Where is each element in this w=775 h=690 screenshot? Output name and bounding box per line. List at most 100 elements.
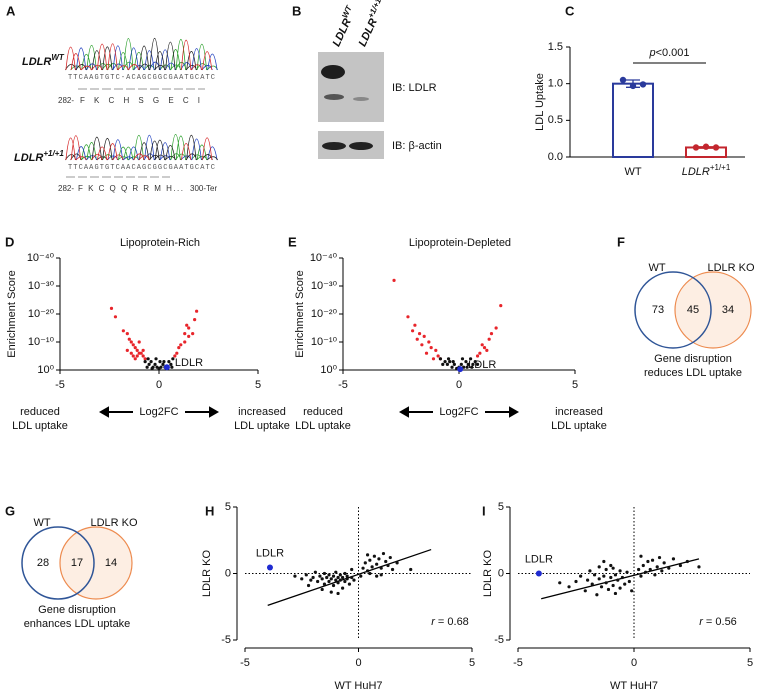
- data-point: [597, 577, 601, 581]
- text-part: r: [699, 616, 704, 628]
- data-point: [390, 567, 395, 572]
- x-tick-label: -5: [55, 379, 65, 391]
- venn-set: [59, 526, 133, 600]
- y-tick-label: 10⁻⁴⁰: [310, 252, 338, 264]
- chromatogram-trace: [80, 134, 208, 161]
- data-point: [359, 574, 363, 578]
- data-point: [641, 563, 645, 568]
- x-tick-label: 5: [255, 379, 261, 391]
- data-point: [487, 337, 491, 341]
- position: 282-: [58, 184, 74, 193]
- data-point: [338, 578, 342, 582]
- data-point: [611, 583, 615, 588]
- data-point: [671, 557, 676, 561]
- data-point: [470, 365, 474, 369]
- panel-label: F: [617, 234, 625, 249]
- data-point: [306, 583, 311, 588]
- data-point: [434, 348, 438, 352]
- chromatogram-trace: [65, 37, 197, 71]
- x-tick-label: LDLR+1/+1: [682, 163, 731, 178]
- blot-band: [322, 142, 346, 150]
- annotation: increased: [238, 406, 286, 418]
- venn-count: 45: [687, 304, 699, 316]
- venn-count: 14: [105, 557, 117, 569]
- data-point: [325, 575, 329, 580]
- data-point: [685, 559, 689, 564]
- data-point: [191, 332, 195, 336]
- data-point: [173, 354, 177, 358]
- data-point: [646, 559, 650, 564]
- data-point: [452, 362, 456, 366]
- text-part: = 0.56: [703, 616, 737, 628]
- data-point: [193, 318, 197, 322]
- y-axis-label: LDLR KO: [482, 550, 494, 598]
- highlight-label: LDLR: [175, 357, 203, 369]
- data-point: [637, 567, 641, 572]
- highlight-point: [535, 570, 542, 577]
- highlight-point: [163, 364, 170, 371]
- data-point: [327, 573, 331, 577]
- data-point: [609, 563, 613, 568]
- data-point: [630, 589, 634, 593]
- data-point: [639, 554, 643, 558]
- data-point: [350, 575, 354, 580]
- caption: Gene disruption: [654, 353, 732, 365]
- data-point: [341, 575, 345, 580]
- data-point: [336, 591, 340, 596]
- data-point: [171, 357, 175, 361]
- data-point: [311, 575, 315, 580]
- data-point: [599, 585, 604, 589]
- y-tick-label: 0.5: [548, 114, 563, 126]
- data-point: [379, 566, 383, 570]
- annotation: increased: [555, 406, 603, 418]
- data-point: [329, 590, 333, 594]
- data-point: [159, 365, 163, 369]
- data-point: [650, 558, 655, 562]
- y-tick-label: 10⁰: [320, 364, 337, 376]
- panel-label: C: [565, 3, 575, 18]
- data-point: [121, 329, 125, 333]
- data-point: [590, 582, 594, 586]
- data-point: [316, 579, 320, 584]
- data-point: [616, 578, 620, 582]
- highlight-point: [266, 564, 273, 571]
- data-point: [125, 348, 129, 352]
- data-point: [185, 323, 189, 327]
- data-point: [597, 565, 601, 569]
- y-tick-label: 10⁻³⁰: [311, 280, 338, 292]
- y-tick-label: 0: [225, 567, 231, 579]
- probe-label: IB: LDLR: [392, 82, 437, 94]
- data-point: [137, 340, 141, 344]
- protein-sequence: F K C H S G E C I: [80, 96, 200, 105]
- data-point: [451, 360, 455, 364]
- gene: LDLR: [330, 17, 353, 49]
- data-point: [131, 343, 135, 347]
- x-tick-label: 0: [456, 379, 462, 391]
- data-point: [365, 569, 370, 573]
- data-point: [639, 574, 643, 578]
- data-point: [602, 559, 606, 564]
- data-point: [422, 334, 426, 338]
- annotation: reduced: [303, 406, 343, 418]
- data-point: [450, 365, 454, 369]
- data-point: [427, 340, 431, 344]
- set-label: WT: [648, 262, 665, 274]
- allele: +1/+1: [366, 0, 383, 19]
- panel-label: E: [288, 234, 297, 249]
- y-tick-label: 5: [225, 501, 231, 513]
- data-point: [473, 360, 477, 364]
- set-label: LDLR KO: [707, 262, 755, 274]
- text-part: <0.001: [656, 47, 690, 59]
- data-point: [660, 569, 664, 573]
- lane-label: LDLRWT: [327, 3, 359, 48]
- data-point: [338, 573, 342, 577]
- data-point: [604, 581, 608, 585]
- data-point: [413, 323, 417, 327]
- y-tick-label: 1.0: [548, 78, 563, 90]
- data-point: [460, 357, 465, 361]
- data-point: [420, 343, 424, 347]
- data-point: [322, 582, 327, 586]
- genotype-label: LDLRWT: [22, 53, 65, 68]
- data-point: [167, 360, 171, 364]
- blot-band: [349, 142, 373, 150]
